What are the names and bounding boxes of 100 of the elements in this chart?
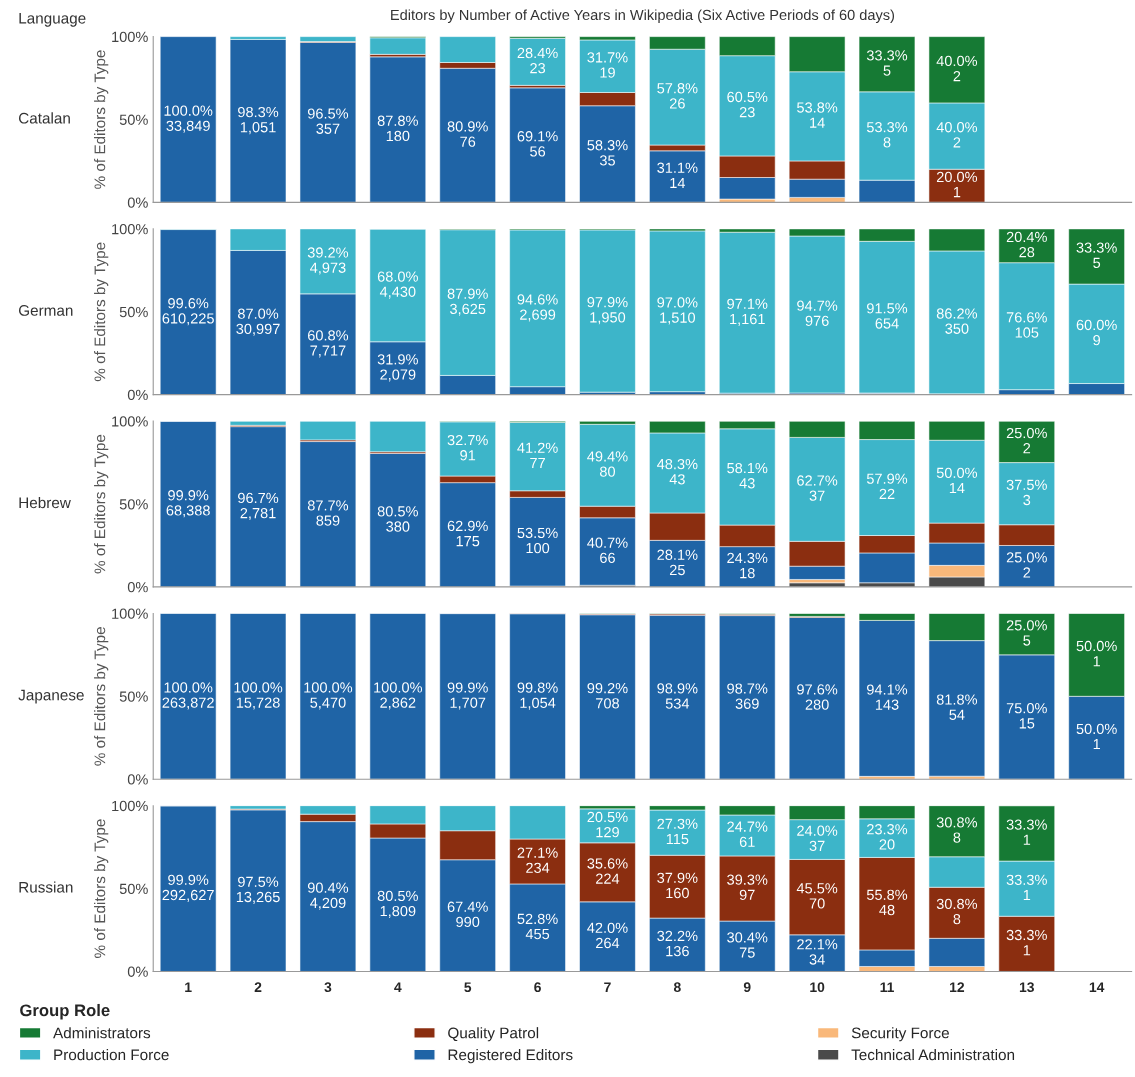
x-tick-label: 10 (810, 982, 825, 993)
data-label: 37.9% 160 (657, 872, 698, 899)
x-tick-label: 13 (1019, 982, 1034, 993)
x-tick-label: 11 (880, 982, 894, 992)
x-tick-label: 9 (743, 982, 751, 993)
text: Japanese (18, 689, 84, 704)
data-label: 99.2% 708 (587, 682, 628, 709)
data-label: 98.3% 1,051 (238, 106, 279, 135)
data-label: 39.2% 4,973 (307, 247, 349, 275)
y-tick-label: 50% (119, 306, 148, 318)
data-label: 32.7% 91 (447, 434, 488, 461)
data-label: 58.1% 43 (727, 462, 768, 489)
data-label: 96.5% 357 (307, 108, 349, 134)
data-label: 33.3% 1 (1006, 819, 1047, 845)
data-label: 45.5% 70 (796, 883, 838, 909)
data-label: 67.4% 990 (447, 901, 488, 928)
data-label: 97.6% 280 (797, 684, 838, 710)
data-label: 87.9% 3,625 (447, 288, 488, 316)
text: Russian (19, 881, 73, 893)
data-label: 52.8% 455 (517, 913, 558, 940)
data-label: 33.3% 5 (1076, 242, 1117, 268)
data-label: 75.0% 15 (1006, 703, 1047, 729)
data-label: 50.0% 1 (1076, 723, 1117, 750)
data-label: 62.7% 37 (797, 475, 838, 501)
data-label: 27.1% 234 (517, 847, 558, 873)
data-label: 90.4% 4,209 (307, 882, 349, 910)
y-tick-label: 50% (119, 691, 148, 702)
data-label: 23.3% 20 (867, 824, 908, 850)
data-label: 100.0% 33,849 (164, 105, 213, 133)
data-label: 24.7% 61 (727, 821, 768, 847)
text: Hebrew (19, 496, 71, 509)
data-label: 50.0% 1 (1076, 640, 1117, 667)
data-label: 33.3% 1 (1006, 929, 1047, 956)
data-label: 33.3% 1 (1006, 874, 1047, 901)
data-label: 94.6% 2,699 (517, 294, 558, 322)
data-label: 97.0% 1,510 (657, 297, 698, 325)
data-label: 53.5% 100 (517, 527, 558, 554)
legend-label: Security Force (851, 1027, 949, 1042)
data-label: 98.9% 534 (657, 683, 698, 709)
y-tick-label: 0% (127, 582, 148, 593)
data-label: 42.0% 264 (587, 922, 628, 949)
data-label: 24.0% 37 (797, 825, 838, 852)
y-tick-label: 0% (127, 966, 148, 977)
y-tick-label: 50% (119, 499, 148, 510)
data-label: 58.3% 35 (587, 140, 628, 166)
y-tick-label: 0% (127, 389, 148, 401)
y-tick-label: 100% (112, 31, 148, 43)
data-label: 33.3% 5 (866, 50, 908, 76)
data-label: 80.5% 1,809 (377, 890, 418, 918)
data-label: 98.7% 369 (727, 683, 768, 709)
data-label: 30.4% 75 (727, 932, 768, 958)
y-tick-label: 50% (119, 114, 148, 125)
data-label: 60.0% 9 (1076, 319, 1117, 346)
data-label: 37.5% 3 (1006, 479, 1047, 506)
data-label: 50.0% 14 (936, 467, 978, 494)
data-label: 30.8% 8 (936, 898, 978, 925)
data-label: 68.0% 4,430 (377, 271, 418, 299)
data-label: 69.1% 56 (517, 131, 558, 157)
data-label: 99.8% 1,054 (517, 682, 558, 710)
data-label: 96.7% 2,781 (238, 492, 279, 520)
data-label: 99.9% 1,707 (447, 682, 488, 710)
x-tick-label: 4 (394, 982, 402, 992)
y-axis-title: % of Editors by Type (94, 50, 109, 189)
x-tick-label: 2 (254, 982, 262, 992)
legend-label: Production Force (54, 1049, 169, 1061)
data-label: 20.5% 129 (587, 811, 628, 838)
data-label: 40.0% 2 (936, 55, 978, 82)
y-tick-label: 100% (112, 800, 148, 812)
data-label: 57.9% 22 (866, 473, 908, 499)
data-label: 25.0% 5 (1006, 620, 1047, 646)
legend-label: Quality Patrol (448, 1027, 539, 1042)
text: Catalan (18, 112, 70, 124)
data-label: 97.1% 1,161 (727, 298, 768, 326)
data-label: 22.1% 34 (797, 939, 838, 965)
data-label: 31.9% 2,079 (377, 354, 418, 382)
y-tick-label: 0% (127, 774, 148, 785)
data-label: 87.8% 180 (377, 115, 418, 142)
data-label: 30.8% 8 (936, 817, 978, 843)
y-tick-label: 100% (112, 223, 148, 235)
data-label: 53.3% 8 (866, 121, 908, 148)
x-tick-label: 7 (604, 982, 611, 992)
data-label: 87.0% 30,997 (236, 308, 280, 336)
data-label: 94.7% 976 (797, 300, 838, 326)
x-tick-label: 8 (673, 982, 681, 993)
data-label: 31.7% 19 (587, 52, 628, 78)
data-label: 97.5% 13,265 (236, 876, 280, 904)
data-label: 27.3% 115 (657, 818, 698, 845)
data-label: 81.8% 54 (936, 694, 978, 720)
data-label: 40.7% 66 (587, 537, 628, 564)
data-label: 100.0% 15,728 (234, 682, 283, 710)
data-label: 60.5% 23 (727, 91, 768, 118)
x-tick-label: 3 (324, 982, 332, 993)
data-label: 48.3% 43 (657, 458, 698, 485)
x-tick-label: 6 (534, 982, 541, 993)
data-label: 99.9% 292,627 (162, 874, 214, 902)
data-label: 40.0% 2 (936, 122, 978, 148)
data-label: 80.9% 76 (447, 121, 488, 147)
data-label: 25.0% 2 (1006, 427, 1047, 454)
data-label: 100.0% 263,872 (162, 682, 214, 710)
y-axis-title: % of Editors by Type (94, 434, 109, 574)
